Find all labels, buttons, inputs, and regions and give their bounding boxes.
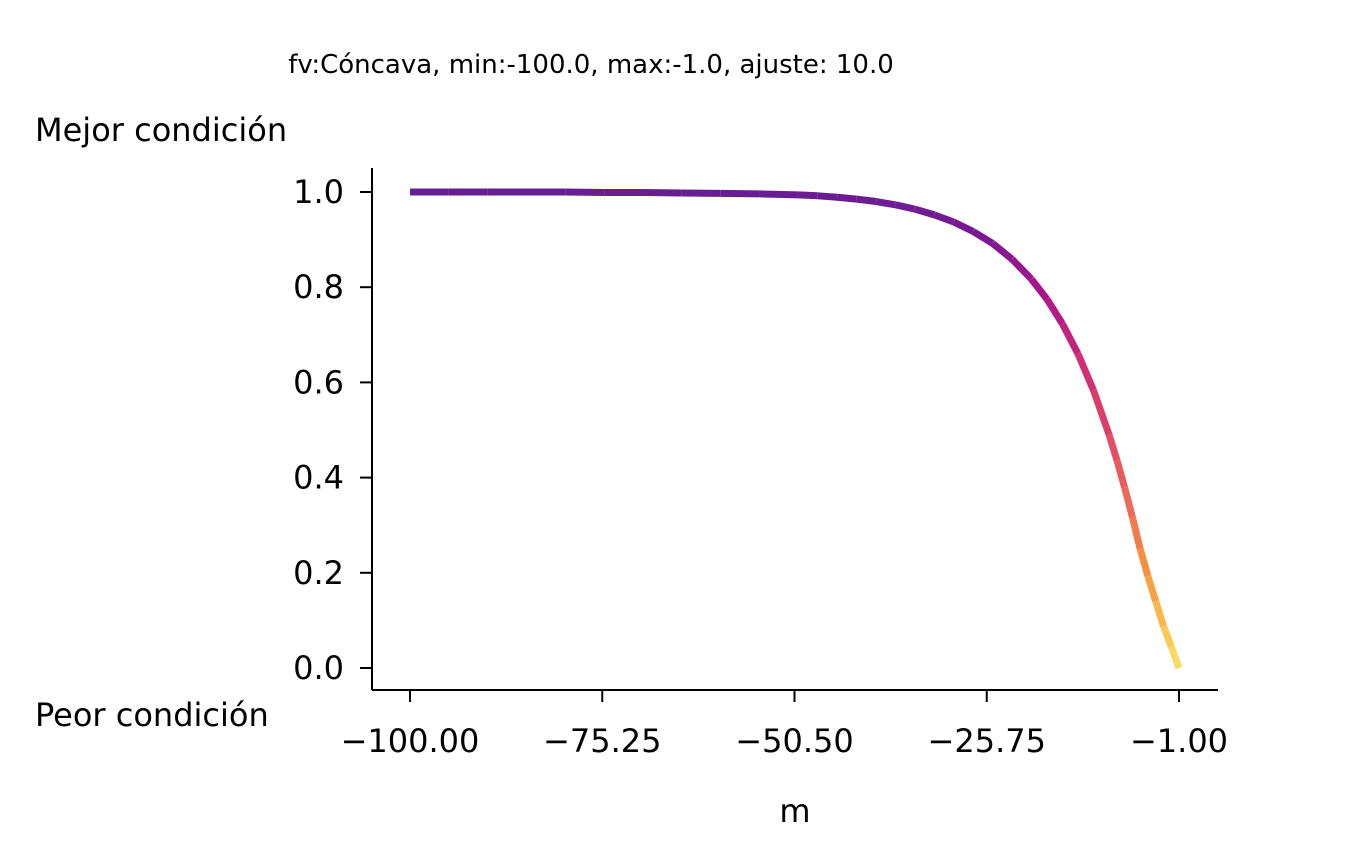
- series-segment: [759, 190, 799, 199]
- series-segment: [1009, 256, 1034, 282]
- series-segment: [971, 228, 995, 247]
- series-segment: [1059, 322, 1082, 356]
- series-segment: [875, 198, 897, 209]
- x-tick-label: −75.25: [543, 722, 661, 760]
- y-tick-label: 0.0: [293, 649, 344, 687]
- series-segment: [1028, 276, 1050, 302]
- y-tick-label: 1.0: [293, 173, 344, 211]
- worst-condition-label: Peor condición: [35, 696, 269, 734]
- series-segment: [990, 240, 1015, 262]
- series-segment: [798, 191, 818, 200]
- series-segment: [1105, 433, 1121, 462]
- series-segment: [1090, 389, 1113, 436]
- series-segment: [1136, 548, 1152, 578]
- series-segment: [1074, 352, 1097, 392]
- series-segment: [856, 195, 877, 205]
- series-segment: [1128, 516, 1144, 550]
- series-segment: [1113, 459, 1128, 489]
- y-tick-label: 0.6: [293, 363, 344, 401]
- x-tick-label: −100.00: [341, 722, 480, 760]
- x-tick-label: −1.00: [1130, 722, 1228, 760]
- chart-title: fv:Cóncava, min:-100.0, max:-1.0, ajuste…: [288, 50, 894, 80]
- y-tick-label: 0.4: [293, 459, 344, 497]
- series-segment: [913, 205, 936, 219]
- y-tick-label: 0.8: [293, 268, 344, 306]
- series-segment: [952, 218, 975, 235]
- y-ticks: 0.0 0.2 0.4 0.6 0.8 1.0: [293, 173, 372, 687]
- series-segment: [1144, 575, 1160, 603]
- series-segment: [1043, 297, 1066, 326]
- y-tick-label: 0.2: [293, 554, 344, 592]
- x-axis-label: m: [779, 792, 810, 830]
- best-condition-label: Mejor condición: [35, 111, 287, 149]
- x-tick-label: −25.75: [928, 722, 1046, 760]
- series-segment: [817, 192, 838, 201]
- series-segment: [1160, 624, 1175, 648]
- series-segment: [933, 211, 955, 226]
- series-layer: [410, 188, 1183, 670]
- x-tick-label: −50.50: [735, 722, 853, 760]
- series-segment: [1121, 486, 1136, 518]
- series-segment: [1167, 645, 1183, 670]
- series-segment: [1152, 600, 1167, 628]
- series-segment: [836, 193, 857, 203]
- x-ticks: −100.00 −75.25 −50.50 −25.75 −1.00: [341, 690, 1228, 760]
- series-segment: [894, 201, 916, 213]
